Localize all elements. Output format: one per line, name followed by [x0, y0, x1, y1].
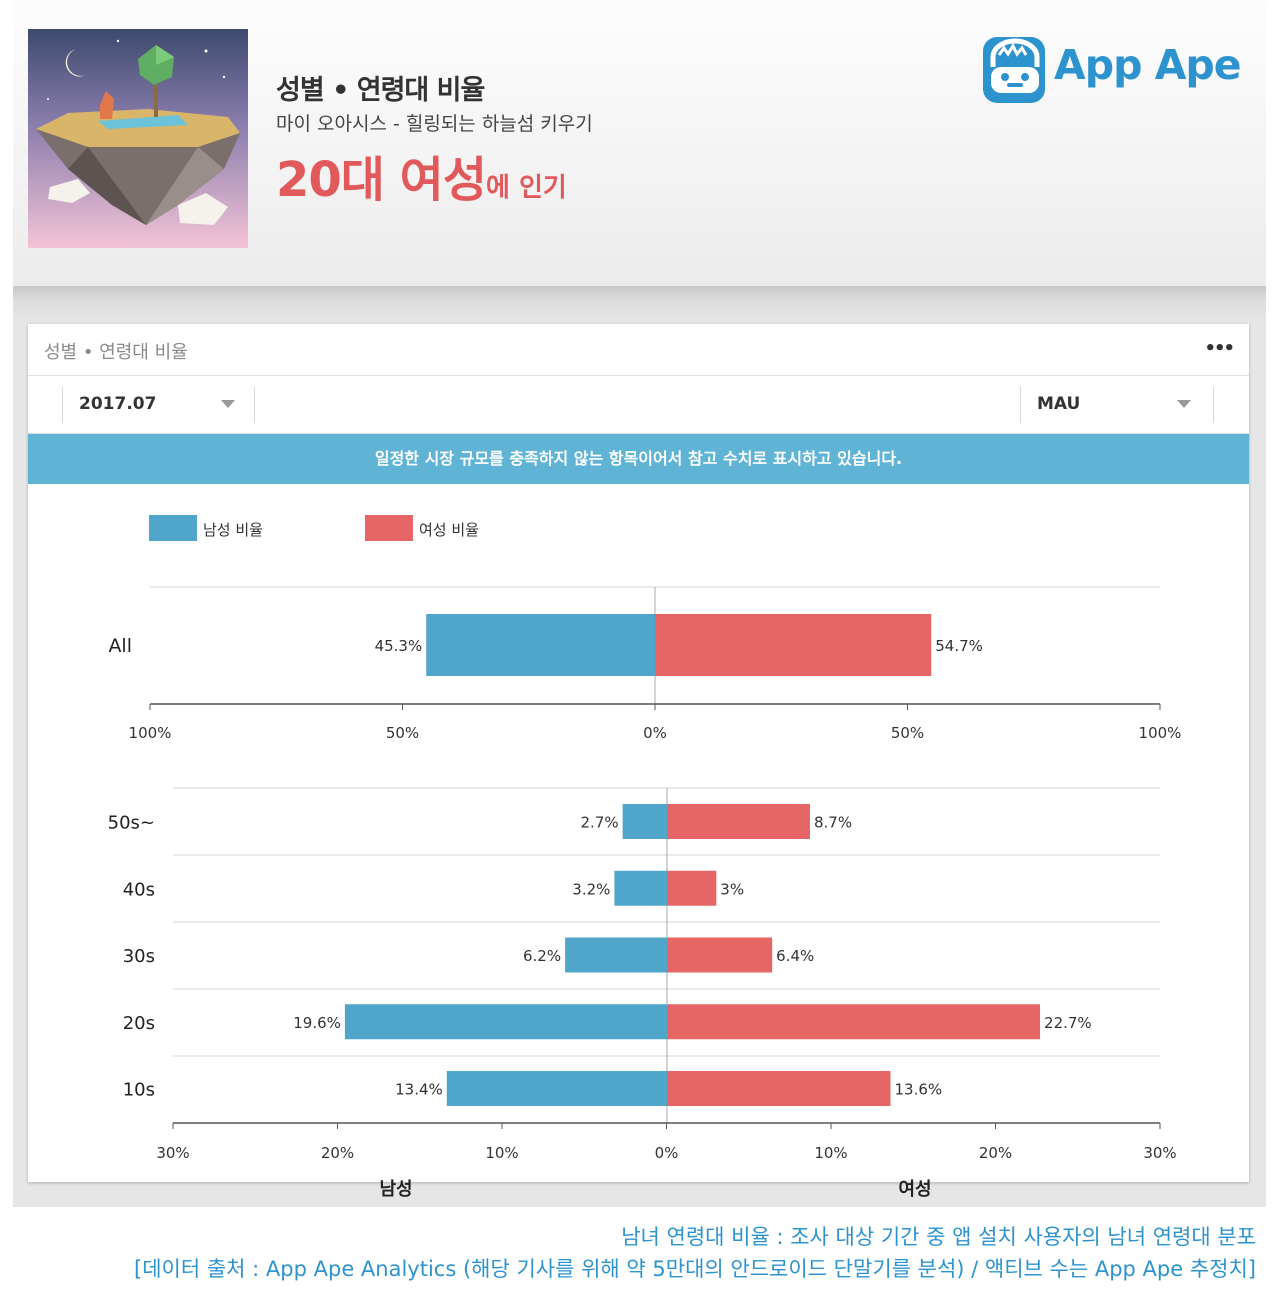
page-title: 성별 • 연령대 비율: [276, 75, 485, 106]
data-label-female: 54.7%: [935, 637, 983, 655]
bar-female: [655, 614, 932, 676]
bar-male: [565, 937, 667, 973]
x-axis-label-male: 남성: [379, 1179, 412, 1200]
bar-male: [426, 614, 655, 676]
data-label-male: 2.7%: [581, 814, 619, 832]
period-select[interactable]: 2017.07: [63, 376, 254, 433]
category-label: 30s: [123, 946, 155, 967]
legend-swatch-female: [365, 515, 413, 541]
legend-label-female: 여성 비율: [419, 521, 479, 539]
chevron-down-icon: [1177, 400, 1191, 408]
data-label-male: 6.2%: [523, 947, 561, 965]
metric-select[interactable]: MAU: [1021, 376, 1213, 433]
highlight-text: 20대 여성에 인기: [276, 140, 567, 210]
data-label-female: 8.7%: [814, 814, 852, 832]
highlight-big: 20대 여성: [276, 152, 487, 208]
bar-male: [446, 1071, 667, 1106]
x-tick-label: 30%: [1143, 1144, 1176, 1162]
bar-male: [344, 1004, 667, 1040]
footer-source: [데이터 출처 : App Ape Analytics (해당 기사를 위해 약…: [134, 1257, 1256, 1281]
app-ape-logo: App Ape: [981, 33, 1243, 107]
data-label-male: 45.3%: [375, 637, 423, 655]
data-label-female: 6.4%: [776, 947, 814, 965]
x-tick-label: 0%: [643, 724, 667, 742]
category-label: 40s: [123, 879, 155, 900]
x-tick-label: 10%: [814, 1144, 847, 1162]
category-label: 20s: [123, 1013, 155, 1034]
bar-female: [667, 1004, 1041, 1040]
x-tick-label: 0%: [655, 1144, 679, 1162]
divider: [1020, 387, 1021, 423]
x-tick-label: 10%: [485, 1144, 518, 1162]
bar-male: [622, 804, 667, 839]
logo-text: App Ape: [1054, 41, 1242, 89]
bar-female: [667, 804, 810, 839]
x-tick-label: 50%: [891, 724, 924, 742]
bar-male: [614, 870, 667, 906]
footer-note: 남녀 연령대 비율 : 조사 대상 기간 중 앱 설치 사용자의 남녀 연령대 …: [621, 1225, 1256, 1249]
category-label: 50s~: [108, 813, 155, 834]
divider: [62, 387, 63, 423]
divider: [254, 387, 255, 423]
bar-female: [667, 1071, 891, 1106]
data-label-female: 13.6%: [894, 1081, 942, 1099]
card-title: 성별 • 연령대 비율: [44, 342, 188, 363]
x-axis-label-female: 여성: [898, 1179, 931, 1200]
divider: [1213, 387, 1214, 423]
bar-female: [667, 937, 773, 973]
data-label-male: 13.4%: [395, 1081, 443, 1099]
highlight-small: 에 인기: [486, 173, 567, 203]
more-menu-icon[interactable]: •••: [1204, 338, 1234, 359]
legend-label-male: 남성 비율: [203, 521, 263, 539]
x-tick-label: 20%: [979, 1144, 1012, 1162]
notice-banner: 일정한 시장 규모를 충족하지 않는 항목이어서 참고 수치로 표시하고 있습니…: [28, 434, 1249, 484]
header-shadow: [13, 286, 1266, 324]
category-label: 10s: [123, 1080, 155, 1101]
x-tick-label: 20%: [321, 1144, 354, 1162]
app-icon: [28, 29, 248, 248]
page-frame: 성별 • 연령대 비율 마이 오아시스 - 힐링되는 하늘섬 키우기 20대 여…: [13, 0, 1266, 1207]
chevron-down-icon: [221, 400, 235, 408]
x-tick-label: 100%: [1139, 724, 1182, 742]
x-tick-label: 100%: [129, 724, 172, 742]
app-name: 마이 오아시스 - 힐링되는 하늘섬 키우기: [276, 113, 593, 135]
legend-swatch-male: [149, 515, 197, 541]
metric-select-value: MAU: [1037, 394, 1081, 414]
data-label-male: 19.6%: [293, 1014, 341, 1032]
x-tick-label: 50%: [386, 724, 419, 742]
bar-female: [667, 870, 717, 906]
category-label: All: [108, 635, 132, 657]
x-tick-label: 30%: [156, 1144, 189, 1162]
filter-toolbar: 2017.07 MAU: [28, 375, 1249, 434]
data-label-female: 3%: [720, 880, 744, 898]
period-select-value: 2017.07: [79, 394, 157, 414]
header-banner: 성별 • 연령대 비율 마이 오아시스 - 힐링되는 하늘섬 키우기 20대 여…: [13, 0, 1266, 286]
data-label-male: 3.2%: [572, 880, 610, 898]
ape-face-icon: [983, 37, 1045, 103]
data-label-female: 22.7%: [1044, 1014, 1092, 1032]
